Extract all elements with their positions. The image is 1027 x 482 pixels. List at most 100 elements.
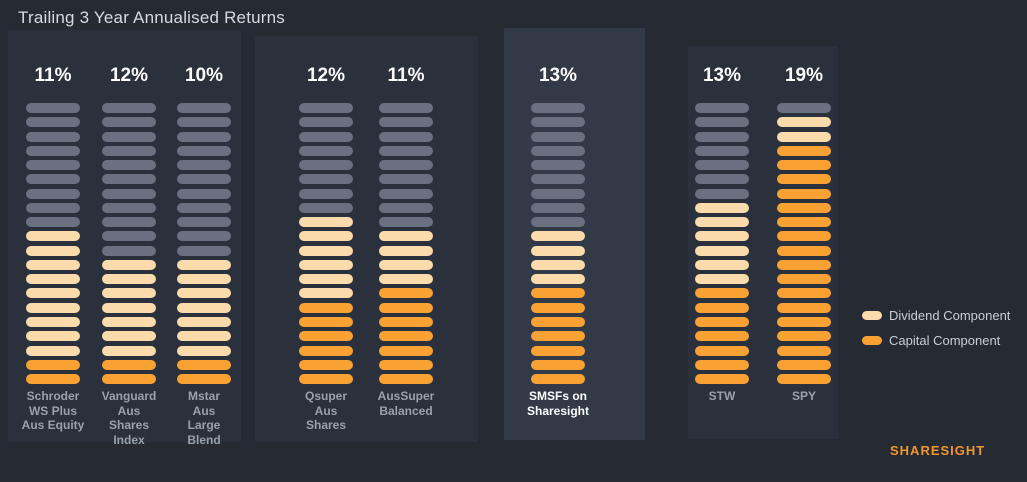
pill-rest — [695, 131, 749, 142]
pill-rest — [177, 217, 231, 228]
pill-rest — [26, 145, 80, 156]
pill-capital — [777, 274, 831, 285]
pill-capital — [102, 374, 156, 385]
percent-label: 12% — [306, 65, 346, 86]
pill-dividend — [531, 274, 585, 285]
pill-capital — [695, 345, 749, 356]
pill-rest — [777, 103, 831, 113]
pill-capital — [299, 331, 353, 342]
legend-item-dividend: Dividend Component — [862, 303, 1010, 328]
pill-capital — [26, 359, 80, 370]
pill-stack — [522, 103, 594, 385]
pill-capital — [379, 345, 433, 356]
column-qsuper: 12% Qsuper Aus Shares — [290, 62, 362, 433]
pill-capital — [531, 374, 585, 385]
pill-dividend — [26, 274, 80, 285]
percent-label: 12% — [109, 65, 149, 86]
pill-stack — [370, 103, 442, 385]
pill-rest — [102, 131, 156, 142]
pill-rest — [102, 117, 156, 128]
pill-rest — [177, 245, 231, 256]
column-label: Schroder WS Plus Aus Equity — [21, 389, 85, 433]
pill-capital — [777, 145, 831, 156]
pill-rest — [379, 202, 433, 213]
column-aussuper: 11% AusSuper Balanced — [370, 62, 442, 418]
percent-label: 13% — [702, 65, 742, 86]
pill-dividend — [102, 274, 156, 285]
pill-rest — [102, 174, 156, 185]
column-label: STW — [708, 389, 736, 404]
pill-rest — [299, 202, 353, 213]
pill-rest — [695, 188, 749, 199]
pill-rest — [26, 131, 80, 142]
pill-dividend — [531, 245, 585, 256]
pill-capital — [777, 202, 831, 213]
pill-dividend — [379, 274, 433, 285]
pill-rest — [379, 188, 433, 199]
pill-capital — [777, 288, 831, 299]
pill-rest — [531, 103, 585, 113]
pill-dividend — [102, 288, 156, 299]
pill-dividend — [177, 259, 231, 270]
column-mstar: 10% Mstar Aus Large Blend — [168, 62, 240, 447]
pill-capital — [102, 359, 156, 370]
pill-capital — [777, 160, 831, 171]
pill-capital — [177, 374, 231, 385]
pill-rest — [695, 145, 749, 156]
pill-stack — [17, 103, 89, 385]
pill-rest — [531, 160, 585, 171]
pill-capital — [695, 374, 749, 385]
pill-stack — [686, 103, 758, 385]
pill-rest — [299, 174, 353, 185]
pill-dividend — [695, 274, 749, 285]
sharesight-logo: SHARESIGHT — [890, 443, 986, 458]
pill-dividend — [695, 202, 749, 213]
pill-dividend — [102, 331, 156, 342]
pill-dividend — [299, 245, 353, 256]
pill-rest — [26, 217, 80, 228]
pill-dividend — [26, 288, 80, 299]
pill-rest — [299, 103, 353, 113]
pill-rest — [177, 117, 231, 128]
column-label: SMSFs on Sharesight — [526, 389, 589, 418]
capital-swatch-icon — [862, 336, 882, 345]
pill-dividend — [102, 302, 156, 313]
pill-rest — [26, 103, 80, 113]
pill-capital — [379, 316, 433, 327]
pill-dividend — [299, 217, 353, 228]
pill-capital — [379, 331, 433, 342]
pill-dividend — [531, 259, 585, 270]
pill-rest — [177, 131, 231, 142]
pill-dividend — [379, 259, 433, 270]
pill-dividend — [177, 274, 231, 285]
pill-rest — [531, 131, 585, 142]
percent-label: 13% — [538, 65, 578, 86]
pill-rest — [26, 188, 80, 199]
pill-rest — [26, 160, 80, 171]
pill-capital — [531, 331, 585, 342]
pill-rest — [379, 103, 433, 113]
pill-dividend — [26, 231, 80, 242]
pill-rest — [177, 145, 231, 156]
pill-capital — [299, 374, 353, 385]
pill-capital — [777, 259, 831, 270]
pill-rest — [177, 231, 231, 242]
pill-dividend — [777, 131, 831, 142]
pill-rest — [102, 217, 156, 228]
pill-capital — [777, 302, 831, 313]
pill-dividend — [102, 259, 156, 270]
pill-rest — [531, 145, 585, 156]
pill-capital — [777, 217, 831, 228]
pill-capital — [299, 302, 353, 313]
pill-dividend — [299, 274, 353, 285]
pill-rest — [379, 145, 433, 156]
pill-rest — [379, 160, 433, 171]
pill-dividend — [299, 259, 353, 270]
pill-dividend — [695, 217, 749, 228]
pill-rest — [695, 117, 749, 128]
pill-dividend — [379, 231, 433, 242]
pill-capital — [531, 359, 585, 370]
pill-rest — [695, 103, 749, 113]
column-stw: 13% STW — [686, 62, 758, 404]
